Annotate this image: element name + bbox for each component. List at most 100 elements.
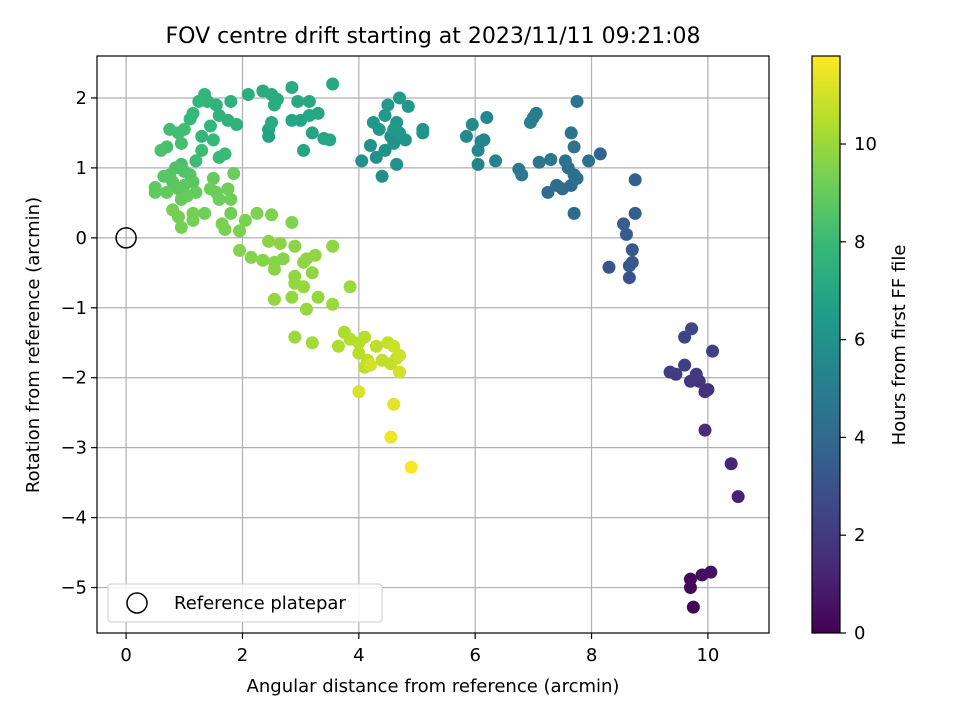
data-point [512,162,526,176]
data-point [366,115,380,129]
data-point [393,91,407,105]
x-axis-label: Angular distance from reference (arcmin) [247,676,620,697]
reference-marker [115,227,137,249]
data-point [326,239,340,253]
data-point [358,330,372,344]
data-point [393,365,407,379]
y-tick-label: 1 [76,158,87,179]
data-point [227,166,241,180]
data-point [209,185,223,199]
data-point [305,266,319,280]
data-point [416,122,430,136]
data-point [343,280,357,294]
data-point [148,180,162,194]
data-point [276,252,290,266]
data-point [256,253,270,267]
data-point [355,154,369,168]
data-point [154,143,168,157]
data-point [166,203,180,217]
data-point [302,94,316,108]
data-point [678,358,692,372]
data-point [558,154,572,168]
data-point [174,192,188,206]
data-point [602,260,616,274]
y-tick-label: −2 [60,368,87,389]
data-point [244,250,258,264]
data-point [267,262,281,276]
data-point [308,248,322,262]
data-point [224,94,238,108]
data-point [265,115,279,129]
data-point [378,143,392,157]
data-point [689,367,703,381]
colorbar-tick-label: 10 [854,134,877,155]
colorbar-tick-label: 4 [854,427,865,448]
data-point [381,98,395,112]
data-point [189,154,203,168]
data-point [363,358,377,372]
data-point [299,302,313,316]
data-point [326,77,340,91]
data-point [582,154,596,168]
data-point [224,206,238,220]
data-point [465,118,479,132]
legend-entry-reference: Reference platepar [174,593,346,614]
data-point [305,336,319,350]
data-point [363,139,377,153]
data-point [704,565,718,579]
data-point [567,140,581,154]
data-point [724,457,738,471]
data-point [267,292,281,306]
colorbar: 0 2 4 6 8 10 Hours from first FF file [811,55,910,644]
data-point [617,217,631,231]
data-point [619,227,633,241]
data-point [189,185,203,199]
x-tick-label: 4 [353,645,364,666]
data-point [177,122,191,136]
colorbar-ticks: 0 2 4 6 8 10 [840,134,877,644]
y-tick-label: −1 [60,298,87,319]
data-point [311,290,325,304]
data-point [593,147,607,161]
data-point [401,99,415,113]
data-point [221,182,235,196]
legend-box [107,583,383,623]
data-point [378,108,392,122]
y-tick-label: −4 [60,508,87,529]
colorbar-label: Hours from first FF file [889,245,910,446]
data-point [250,206,264,220]
y-axis-ticks: −5 −4 −3 −2 −1 0 1 2 [60,88,97,599]
data-point [326,297,340,311]
data-point [686,600,700,614]
data-point [195,129,209,143]
data-point [628,206,642,220]
data-point [288,239,302,253]
data-point [265,208,279,222]
data-point [174,220,188,234]
data-point [384,430,398,444]
data-point [233,243,247,257]
data-point [238,213,252,227]
plot-frame [96,55,770,634]
data-point [352,346,366,360]
data-point [698,423,712,437]
x-tick-label: 8 [586,645,597,666]
data-point [570,94,584,108]
data-point [706,344,720,358]
reference-marker-group [115,227,137,249]
data-point [171,182,185,196]
data-point [622,259,636,273]
data-point [523,115,537,129]
colorbar-frame [811,55,841,634]
data-point [369,339,383,353]
data-point [474,134,488,148]
data-point [305,126,319,140]
data-point [285,290,299,304]
data-point [731,490,745,504]
data-point [323,133,337,147]
data-point [206,133,220,147]
data-point [628,173,642,187]
data-point [625,243,639,257]
data-point [224,192,238,206]
